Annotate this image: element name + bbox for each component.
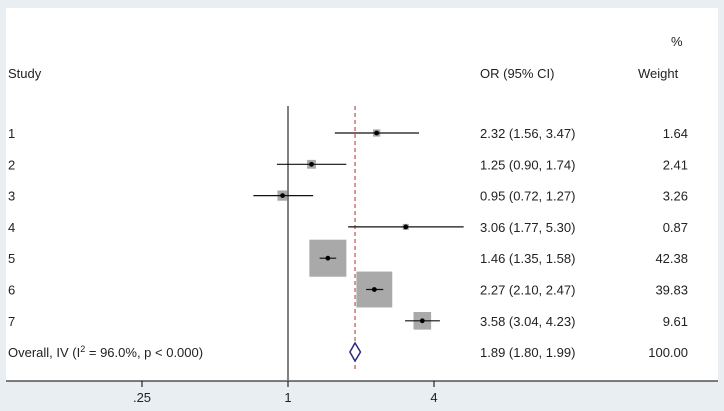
study-row: 3 0.95 (0.72, 1.27) 3.26 <box>8 189 688 204</box>
weight-text: 9.61 <box>663 314 688 329</box>
point-estimate <box>371 287 377 292</box>
weight-column-header: Weight <box>638 66 679 81</box>
point-estimate <box>325 255 331 261</box>
overall-diamond <box>349 341 362 363</box>
study-column-header: Study <box>8 66 42 81</box>
study-row: 5 1.46 (1.35, 1.58) 42.38 <box>8 239 688 277</box>
overall-row: Overall, IV (I2 = 96.0%, p < 0.000) 1.89… <box>8 341 688 363</box>
x-tick-label: 4 <box>430 390 437 405</box>
weight-text: 3.26 <box>663 189 688 204</box>
weight-percent-header: % <box>671 34 683 49</box>
plot-background <box>6 8 718 381</box>
x-axis-ticks: .25 1 4 <box>133 381 438 405</box>
or-ci-text: 3.58 (3.04, 4.23) <box>480 314 575 329</box>
study-row: 4 3.06 (1.77, 5.30) 0.87 <box>8 220 688 235</box>
study-label: 4 <box>8 220 15 235</box>
weight-text: 2.41 <box>663 157 688 172</box>
weight-text: 42.38 <box>655 251 688 266</box>
study-label: 1 <box>8 126 15 141</box>
study-label: 5 <box>8 251 15 266</box>
point-estimate <box>309 161 314 167</box>
weight-text: 0.87 <box>663 220 688 235</box>
study-rows: 1 2.32 (1.56, 3.47) 1.64 2 1.25 (0.90, 1.74)… <box>8 126 688 330</box>
weight-text: 1.64 <box>663 126 688 141</box>
x-tick-label: 1 <box>284 390 291 405</box>
or-ci-text: 2.27 (2.10, 2.47) <box>480 283 575 298</box>
point-estimate <box>403 224 409 230</box>
or-ci-text: 1.46 (1.35, 1.58) <box>480 251 575 266</box>
study-label: 3 <box>8 189 15 204</box>
overall-weight: 100.00 <box>648 345 688 360</box>
or-ci-text: 2.32 (1.56, 3.47) <box>480 126 575 141</box>
point-estimate <box>419 318 425 324</box>
overall-label: Overall, IV (I2 = 96.0%, p < 0.000) <box>8 344 203 360</box>
x-tick-label: .25 <box>133 390 151 405</box>
or-ci-text: 0.95 (0.72, 1.27) <box>480 189 575 204</box>
point-estimate <box>374 130 380 136</box>
point-estimate <box>280 193 285 199</box>
study-row: 1 2.32 (1.56, 3.47) 1.64 <box>8 126 688 141</box>
study-label: 2 <box>8 157 15 172</box>
or-ci-text: 1.25 (0.90, 1.74) <box>480 157 575 172</box>
study-label: 6 <box>8 283 15 298</box>
overall-or-ci: 1.89 (1.80, 1.99) <box>480 345 575 360</box>
or-ci-text: 3.06 (1.77, 5.30) <box>480 220 575 235</box>
or-column-header: OR (95% CI) <box>480 66 554 81</box>
study-row: 2 1.25 (0.90, 1.74) 2.41 <box>8 157 688 172</box>
weight-text: 39.83 <box>655 283 688 298</box>
study-row: 7 3.58 (3.04, 4.23) 9.61 <box>8 311 688 330</box>
study-row: 6 2.27 (2.10, 2.47) 39.83 <box>8 271 688 308</box>
study-label: 7 <box>8 314 15 329</box>
